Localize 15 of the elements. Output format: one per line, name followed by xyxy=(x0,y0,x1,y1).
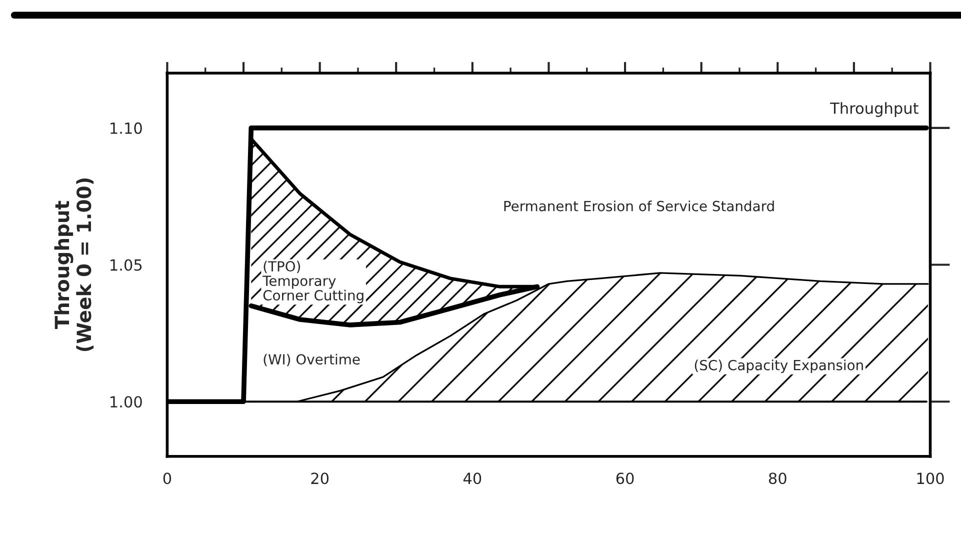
x-tick-label: 80 xyxy=(768,472,786,484)
series-label: Throughput xyxy=(830,102,918,117)
x-tick-label: 0 xyxy=(163,472,172,484)
annotation: (TPO) Temporary Corner Cutting xyxy=(262,260,364,304)
annotation: Permanent Erosion of Service Standard xyxy=(504,200,774,212)
y-tick-label: 1.00 xyxy=(110,396,142,408)
y-tick-label: 1.05 xyxy=(110,259,142,271)
x-tick-label: 60 xyxy=(616,472,634,484)
y-axis-title: Throughput (Week 0 = 1.00) xyxy=(54,178,94,352)
annotation: (SC) Capacity Expansion xyxy=(694,360,863,374)
x-tick-label: 40 xyxy=(463,472,482,484)
annotation: (WI) Overtime xyxy=(264,354,360,366)
x-tick-label: 20 xyxy=(311,472,329,484)
y-tick-label: 1.10 xyxy=(110,122,142,134)
x-tick-label: 100 xyxy=(917,472,944,484)
